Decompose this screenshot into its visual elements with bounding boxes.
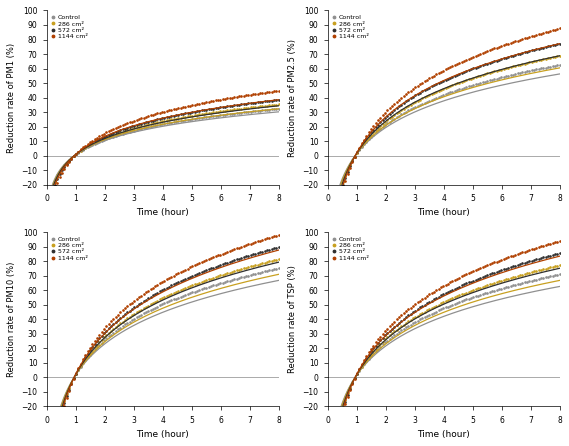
X-axis label: Time (hour): Time (hour) [136, 430, 189, 439]
Y-axis label: Reduction rate of PM1 (%): Reduction rate of PM1 (%) [7, 42, 16, 153]
Legend: Control, 286 cm², 572 cm², 1144 cm²: Control, 286 cm², 572 cm², 1144 cm² [331, 235, 370, 262]
X-axis label: Time (hour): Time (hour) [136, 208, 189, 218]
Legend: Control, 286 cm², 572 cm², 1144 cm²: Control, 286 cm², 572 cm², 1144 cm² [50, 13, 89, 41]
X-axis label: Time (hour): Time (hour) [417, 208, 470, 218]
Legend: Control, 286 cm², 572 cm², 1144 cm²: Control, 286 cm², 572 cm², 1144 cm² [50, 235, 89, 262]
Y-axis label: Reduction rate of PM10 (%): Reduction rate of PM10 (%) [7, 261, 16, 377]
Y-axis label: Reduction rate of PM2.5 (%): Reduction rate of PM2.5 (%) [288, 39, 297, 157]
Legend: Control, 286 cm², 572 cm², 1144 cm²: Control, 286 cm², 572 cm², 1144 cm² [331, 13, 370, 41]
Y-axis label: Reduction rate of TSP (%): Reduction rate of TSP (%) [288, 265, 297, 373]
X-axis label: Time (hour): Time (hour) [417, 430, 470, 439]
